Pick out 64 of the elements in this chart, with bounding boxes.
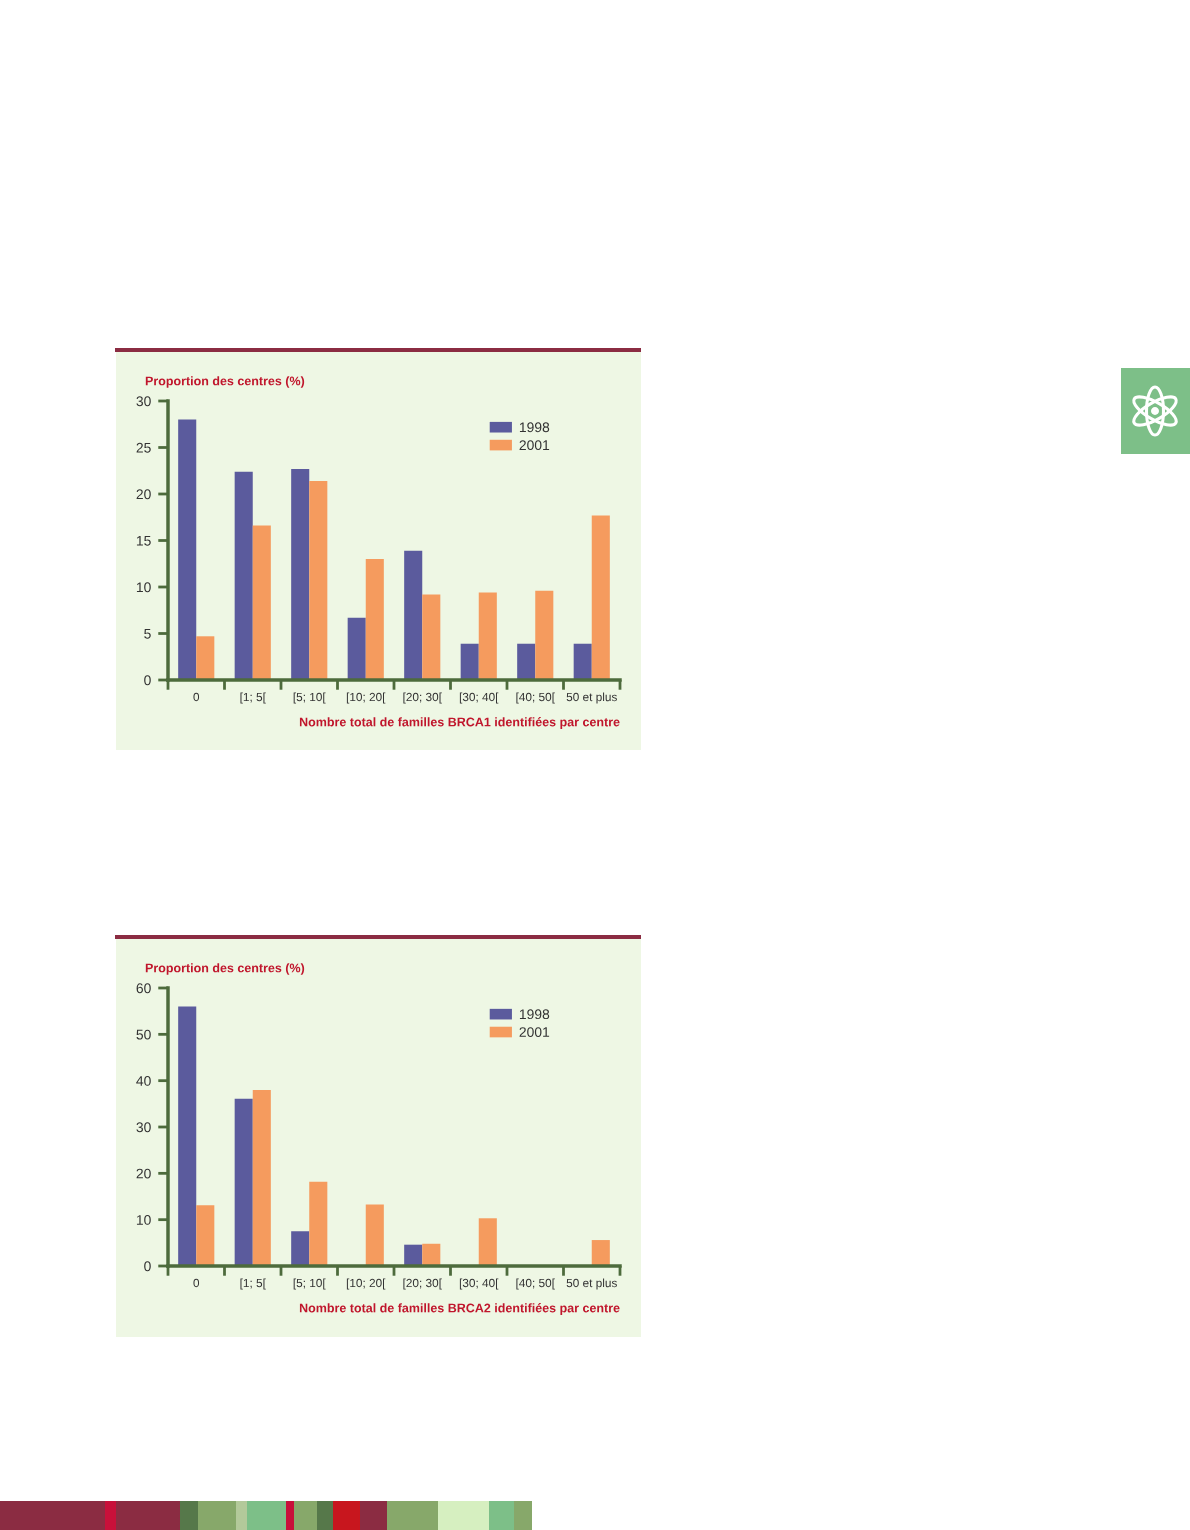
y-tick-label: 30 — [136, 396, 151, 407]
bar — [404, 550, 423, 680]
bar — [517, 643, 536, 680]
bar — [252, 1089, 271, 1266]
y-tick-label: 20 — [136, 489, 151, 500]
legend-label: 2001 — [519, 1027, 550, 1037]
y-tick-label: 30 — [136, 1122, 151, 1133]
legend-label: 1998 — [519, 1009, 550, 1020]
bar — [365, 1204, 384, 1266]
x-tick-label: 0 — [193, 692, 200, 702]
x-tick-label: [20; 30[ — [403, 1278, 442, 1290]
x-tick-label: [5; 10[ — [293, 1278, 326, 1290]
legend-label: 1998 — [519, 422, 550, 433]
bar — [422, 1243, 441, 1266]
y-tick-label: 60 — [136, 983, 151, 994]
bar — [196, 1205, 215, 1266]
bar — [291, 1231, 310, 1266]
legend-label: 2001 — [519, 440, 550, 451]
bar — [573, 643, 592, 680]
x-tick-label: [30; 40[ — [459, 1278, 499, 1290]
bar — [252, 525, 271, 680]
x-tick-label: 50 et plus — [566, 1278, 617, 1290]
x-tick-label: [1; 5[ — [240, 1278, 266, 1290]
y-tick-label: 20 — [136, 1168, 151, 1179]
y-tick-label: 40 — [136, 1076, 151, 1086]
y-tick-label: 10 — [136, 582, 151, 593]
x-tick-label: [40; 50[ — [516, 1278, 555, 1290]
bar — [234, 1098, 253, 1266]
x-tick-label: 50 et plus — [566, 692, 617, 704]
bar — [478, 592, 497, 680]
x-tick-label: [20; 30[ — [403, 692, 442, 704]
y-tick-label: 10 — [136, 1215, 151, 1225]
bar — [234, 471, 253, 680]
y-tick-label: 15 — [136, 535, 151, 546]
x-tick-label: [1; 5[ — [240, 692, 266, 704]
y-tick-label: 25 — [136, 442, 151, 453]
bar — [422, 594, 441, 680]
bar — [365, 559, 384, 680]
bar — [478, 1218, 497, 1266]
bar — [178, 419, 197, 680]
x-tick-label: [10; 20[ — [346, 1278, 386, 1290]
y-tick-label: 50 — [136, 1029, 151, 1040]
y-axis-title: Proportion des centres (%) — [145, 376, 305, 388]
bar — [178, 1006, 197, 1266]
x-axis-title: Nombre total de familles BRCA1 identifiées par centre — [299, 717, 620, 729]
bar — [196, 636, 215, 680]
x-tick-label: 0 — [193, 1278, 200, 1288]
bar — [309, 480, 328, 680]
x-axis-title: Nombre total de familles BRCA2 identifiées par centre — [299, 1303, 620, 1315]
y-axis-title: Proportion des centres (%) — [145, 963, 305, 975]
bar — [535, 590, 554, 680]
y-tick-label: 0 — [144, 1261, 151, 1272]
y-tick-label: 5 — [144, 628, 151, 639]
x-tick-label: [30; 40[ — [459, 692, 499, 704]
bar — [291, 468, 310, 680]
x-tick-label: [5; 10[ — [293, 692, 326, 704]
bar — [591, 1240, 610, 1266]
bar — [460, 643, 479, 680]
bar — [347, 617, 366, 680]
x-tick-label: [40; 50[ — [516, 692, 555, 704]
bar — [309, 1181, 328, 1266]
bar — [591, 515, 610, 680]
y-tick-label: 0 — [144, 675, 151, 686]
x-tick-label: [10; 20[ — [346, 692, 386, 704]
